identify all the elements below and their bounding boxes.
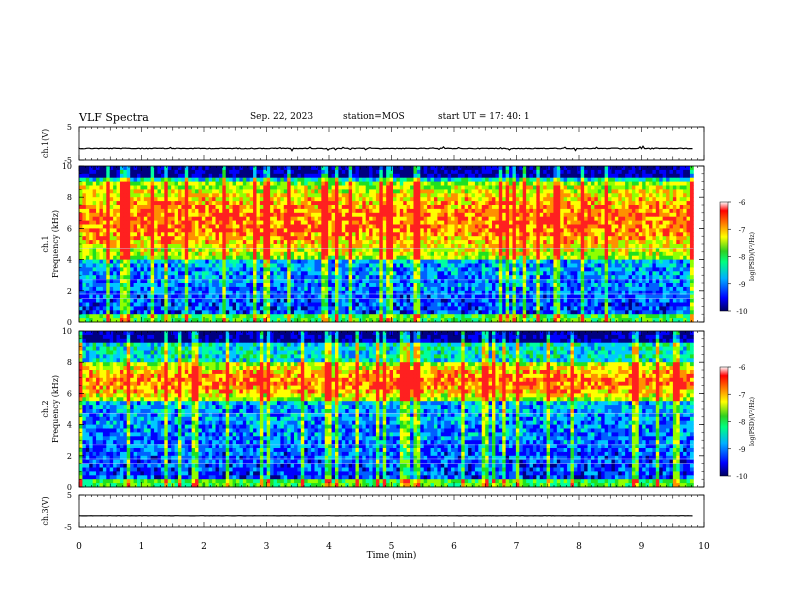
ytick-label: 2 bbox=[67, 287, 72, 296]
colorbar-tick-label: -9 bbox=[739, 446, 746, 454]
xtick-label: 6 bbox=[451, 542, 457, 552]
ylabel: ch.2 bbox=[41, 400, 50, 417]
ytick-label: 5 bbox=[67, 491, 72, 500]
colorbar-tick-label: -7 bbox=[739, 391, 746, 399]
station-label: station=MOS bbox=[343, 112, 405, 122]
ytick-label: 2 bbox=[67, 452, 72, 461]
colorbar-tick-label: -9 bbox=[739, 281, 746, 289]
xtick-label: 7 bbox=[514, 542, 520, 552]
ytick-label: 0 bbox=[67, 483, 72, 492]
ytick-label: 10 bbox=[62, 162, 72, 171]
ytick-label: 8 bbox=[67, 193, 72, 202]
xtick-label: 4 bbox=[326, 542, 332, 552]
xtick-label: 0 bbox=[76, 542, 82, 552]
xtick-label: 2 bbox=[201, 542, 207, 552]
colorbar-ch1 bbox=[719, 201, 729, 312]
spectrogram-ch2 bbox=[79, 331, 694, 488]
colorbar-tick-label: -6 bbox=[739, 364, 746, 372]
xaxis-label: Time (min) bbox=[367, 550, 417, 561]
ytick-label: 10 bbox=[62, 327, 72, 336]
colorbar-tick-label: -8 bbox=[739, 419, 746, 427]
spectrogram-ch1 bbox=[79, 166, 694, 323]
ylabel: ch.1 bbox=[41, 235, 50, 252]
plot-title: VLF Spectra bbox=[79, 111, 149, 124]
ytick-label: 5 bbox=[67, 123, 72, 132]
colorbar-ch2 bbox=[719, 366, 729, 477]
xtick-label: 8 bbox=[576, 542, 582, 552]
ytick-label: -5 bbox=[64, 156, 72, 165]
ytick-label: 6 bbox=[67, 224, 72, 233]
xtick-label: 3 bbox=[264, 542, 270, 552]
ylabel: ch.3(V) bbox=[41, 496, 50, 525]
colorbar-tick-label: -7 bbox=[739, 226, 746, 234]
colorbar-tick-label: -8 bbox=[739, 254, 746, 262]
colorbar-label: log(PSD)(V²/Hz) bbox=[749, 232, 756, 281]
xtick-label: 1 bbox=[139, 542, 145, 552]
ylabel: Frequency (kHz) bbox=[51, 210, 60, 278]
ylabel: Frequency (kHz) bbox=[51, 375, 60, 443]
date-label: Sep. 22, 2023 bbox=[250, 112, 314, 122]
ytick-label: 4 bbox=[67, 421, 72, 430]
colorbar-tick-label: -10 bbox=[736, 308, 747, 316]
xtick-label: 10 bbox=[698, 542, 710, 552]
ytick-label: 0 bbox=[67, 318, 72, 327]
colorbar-tick-label: -6 bbox=[739, 199, 746, 207]
ytick-label: 6 bbox=[67, 389, 72, 398]
ytick-label: -5 bbox=[64, 523, 72, 532]
xtick-label: 5 bbox=[389, 542, 395, 552]
xtick-label: 9 bbox=[639, 542, 645, 552]
ylabel: ch.1(V) bbox=[41, 129, 50, 158]
colorbar-tick-label: -10 bbox=[736, 473, 747, 481]
ytick-label: 4 bbox=[67, 256, 72, 265]
ch1-waveform-trace bbox=[78, 145, 693, 152]
ytick-label: 8 bbox=[67, 358, 72, 367]
start-time-label: start UT = 17: 40: 1 bbox=[438, 112, 530, 122]
colorbar-label: log(PSD)(V²/Hz) bbox=[749, 397, 756, 446]
